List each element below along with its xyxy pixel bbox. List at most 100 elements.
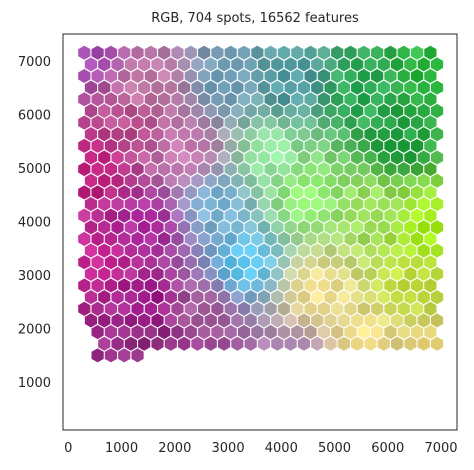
spot-hexagon [197,300,211,317]
spot-hexagon [323,289,338,306]
spot-hexagon [223,68,238,84]
spot-hexagon [343,231,358,247]
spot-hexagon [310,196,325,212]
spot-hexagon [183,324,198,340]
spot-hexagon [350,172,364,189]
spot-hexagon [410,324,424,340]
spot-hexagon [363,149,378,166]
spot-hexagon [303,68,318,84]
spot-hexagon [124,312,138,329]
spot-hexagon [430,242,444,259]
spot-hexagon [144,161,158,177]
spot-hexagon [396,254,411,271]
spot-hexagon [297,219,311,236]
spot-hexagon [357,114,371,131]
spot-hexagon [310,56,325,73]
spot-hexagon [430,266,444,282]
spot-hexagon [230,56,245,73]
spot-hexagon [283,126,298,143]
spot-hexagon [416,242,431,259]
spot-hexagon [124,172,138,189]
spot-hexagon [283,172,298,189]
spot-hexagon [337,149,351,166]
spot-hexagon [283,312,298,329]
spot-hexagon [104,231,118,247]
spot-hexagon [243,312,258,329]
spot-hexagon [77,91,92,108]
spot-hexagon [357,207,371,224]
spot-hexagon [323,335,338,352]
plot-frame [62,33,458,431]
spot-hexagon [416,126,431,143]
spot-hexagon [423,324,438,340]
x-tick-label: 2000 [158,441,191,456]
spot-hexagon [376,312,391,329]
spot-hexagon [376,196,391,212]
spot-hexagon [403,196,418,212]
spot-hexagon [97,172,112,189]
spot-hexagon [210,137,225,154]
spot-hexagon [243,126,258,143]
spot-hexagon [210,324,225,340]
spot-hexagon [124,289,138,306]
spot-hexagon [310,335,325,352]
spot-hexagon [423,68,438,84]
spot-hexagon [203,242,218,259]
spot-hexagon [410,161,424,177]
spot-hexagon [330,137,345,154]
spot-hexagon [350,289,364,306]
spot-hexagon [277,254,291,271]
spot-hexagon [97,103,112,119]
spot-hexagon [383,44,398,61]
spot-hexagon [210,91,225,108]
spot-hexagon [90,91,105,108]
spot-hexagon [90,137,105,154]
spot-hexagon [124,242,138,259]
spot-hexagon [410,137,424,154]
spot-hexagon [317,161,331,177]
spot-hexagon [190,149,205,166]
spot-hexagon [117,300,132,317]
spot-hexagon [376,172,391,189]
spot-hexagon [190,172,205,189]
spot-hexagon [303,254,318,271]
spot-hexagon [376,56,391,73]
spot-hexagon [343,137,358,154]
spot-hexagon [416,196,431,212]
spot-hexagon [263,184,278,201]
spot-hexagon [383,324,398,340]
spot-hexagon [164,79,178,96]
spot-hexagon [350,266,364,282]
spot-hexagon [323,79,338,96]
spot-hexagon [157,231,171,247]
spot-hexagon [243,219,258,236]
spot-hexagon [130,91,145,108]
spot-hexagon [250,44,265,61]
spot-hexagon [263,91,278,108]
spot-hexagon [277,324,291,340]
spot-hexagon [223,161,238,177]
spot-hexagon [423,231,438,247]
spot-hexagon [84,56,98,73]
spot-hexagon [144,44,158,61]
spot-hexagon [283,289,298,306]
spot-hexagon [357,137,371,154]
spot-hexagon [150,196,165,212]
spot-hexagon [77,207,92,224]
x-tick-label: 7000 [424,441,457,456]
spot-hexagon [303,231,318,247]
spot-hexagon [77,254,92,271]
spot-hexagon [243,79,258,96]
spot-hexagon [257,56,271,73]
spot-hexagon [270,79,285,96]
spot-hexagon [323,149,338,166]
spot-hexagon [110,196,125,212]
spot-hexagon [250,231,265,247]
spot-hexagon [124,126,138,143]
spot-hexagon [430,79,444,96]
spot-hexagon [117,44,132,61]
spot-hexagon [90,207,105,224]
spot-hexagon [90,347,105,364]
spot-hexagon [383,161,398,177]
spot-hexagon [257,103,271,119]
